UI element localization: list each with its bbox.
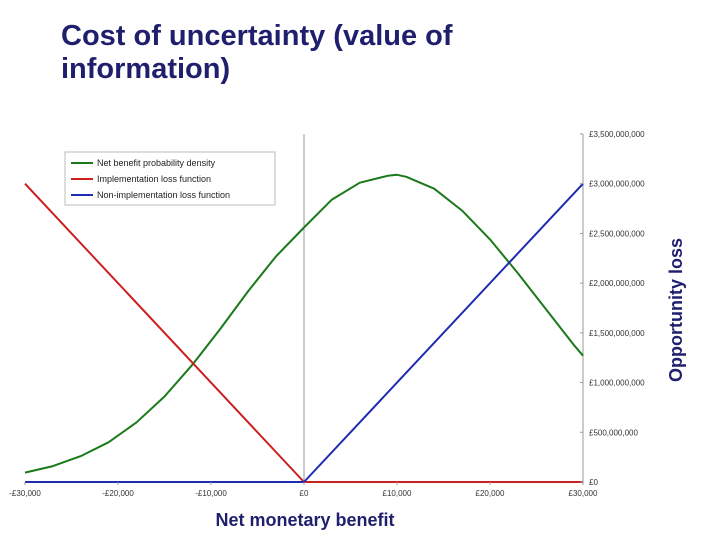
series-line-1 xyxy=(24,173,584,474)
y-tick-label: £3,000,000,000 xyxy=(589,180,645,189)
x-tick-label: £10,000 xyxy=(383,489,412,498)
x-tick-label: -£10,000 xyxy=(195,489,227,498)
x-tick-label: £20,000 xyxy=(476,489,505,498)
y-tick-label: £1,000,000,000 xyxy=(589,379,645,388)
y-tick-label: £1,500,000,000 xyxy=(589,329,645,338)
x-tick-label: £30,000 xyxy=(569,489,598,498)
legend-box xyxy=(64,151,276,206)
x-tick-labels: -£30,000 -£20,000 -£10,000 £0 £10,000 £20,000… xyxy=(9,482,598,498)
x-tick-label: -£20,000 xyxy=(102,489,134,498)
slide-title: Cost of uncertainty (value of informatio… xyxy=(61,20,453,85)
y-tick-label: £2,500,000,000 xyxy=(589,229,645,238)
y-tick-label: £0 xyxy=(589,478,598,487)
legend-label-2: Implementation loss function xyxy=(97,174,211,184)
y-tick-label: £3,500,000,000 xyxy=(589,130,645,139)
chart-legend: Net benefit probability density Implement… xyxy=(64,151,276,206)
y-axis-title: Opportunity loss xyxy=(666,238,686,382)
y-tick-labels: £0 £500,000,000 £1,000,000,000 £1,500,000,0… xyxy=(580,130,645,487)
x-tick-label: £0 xyxy=(300,489,309,498)
legend-label-1: Net benefit probability density xyxy=(97,158,216,168)
legend-label-3: Non-implementation loss function xyxy=(97,190,230,200)
y-tick-label: £500,000,000 xyxy=(589,428,638,437)
x-tick-label: -£30,000 xyxy=(9,489,41,498)
x-axis-title: Net monetary benefit xyxy=(215,510,394,530)
y-tick-label: £2,000,000,000 xyxy=(589,279,645,288)
